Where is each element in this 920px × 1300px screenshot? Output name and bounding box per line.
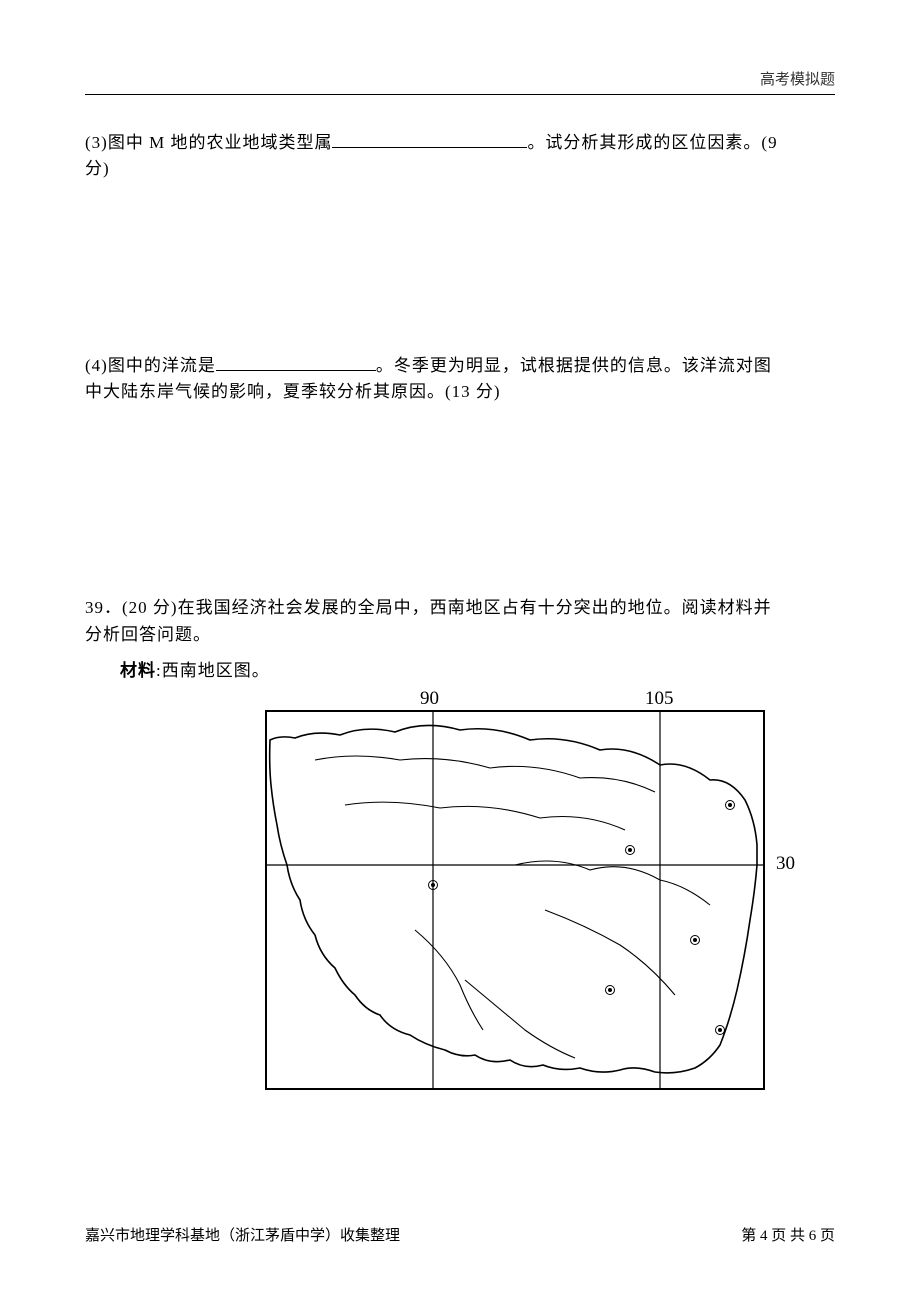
header-label: 高考模拟题 <box>760 68 835 89</box>
question-39-line1: 39．(20 分)在我国经济社会发展的全局中，西南地区占有十分突出的地位。阅读材… <box>85 595 835 621</box>
question-39: 39．(20 分)在我国经济社会发展的全局中，西南地区占有十分突出的地位。阅读材… <box>85 595 835 648</box>
footer-right: 第 4 页 共 6 页 <box>741 1224 835 1245</box>
map-longitude-90: 90 <box>420 688 439 710</box>
question-39-line2: 分析回答问题。 <box>85 622 835 648</box>
footer-left: 嘉兴市地理学科基地（浙江茅盾中学）收集整理 <box>85 1224 400 1245</box>
page-container: 高考模拟题 (3)图中 M 地的农业地域类型属 。试分析其形成的区位因素。(9 分… <box>0 0 920 1300</box>
q4-prefix: (4)图中的洋流是 <box>85 356 216 375</box>
material-bold: 材料 <box>120 661 156 680</box>
question-4-line1: (4)图中的洋流是 。冬季更为明显，试根据提供的信息。该洋流对图 <box>85 353 835 379</box>
map-longitude-105: 105 <box>645 688 674 710</box>
map-svg <box>265 710 765 1090</box>
question-4: (4)图中的洋流是 。冬季更为明显，试根据提供的信息。该洋流对图 中大陆东岸气候的… <box>85 353 835 406</box>
question-3-line2: 分) <box>85 156 835 182</box>
q3-blank[interactable] <box>332 131 527 148</box>
q3-prefix: (3)图中 M 地的农业地域类型属 <box>85 133 332 152</box>
q4-part2: 。冬季更为明显，试根据提供的信息。该洋流对图 <box>376 356 772 375</box>
material-label: 材料:西南地区图。 <box>85 658 835 684</box>
content-area: (3)图中 M 地的农业地域类型属 。试分析其形成的区位因素。(9 分) (4)图… <box>85 60 835 1090</box>
map-latitude-30: 30 <box>776 853 795 875</box>
header-rule <box>85 94 835 95</box>
q3-suffix: 。试分析其形成的区位因素。(9 <box>527 133 777 152</box>
question-4-line2: 中大陆东岸气候的影响，夏季较分析其原因。(13 分) <box>85 379 835 405</box>
footer: 嘉兴市地理学科基地（浙江茅盾中学）收集整理 第 4 页 共 6 页 <box>85 1224 835 1245</box>
q4-blank[interactable] <box>216 354 376 371</box>
question-3: (3)图中 M 地的农业地域类型属 。试分析其形成的区位因素。(9 分) <box>85 130 835 183</box>
map-container: 90 105 30 <box>265 690 765 1090</box>
question-3-line1: (3)图中 M 地的农业地域类型属 。试分析其形成的区位因素。(9 <box>85 130 835 156</box>
material-rest: :西南地区图。 <box>156 661 270 680</box>
